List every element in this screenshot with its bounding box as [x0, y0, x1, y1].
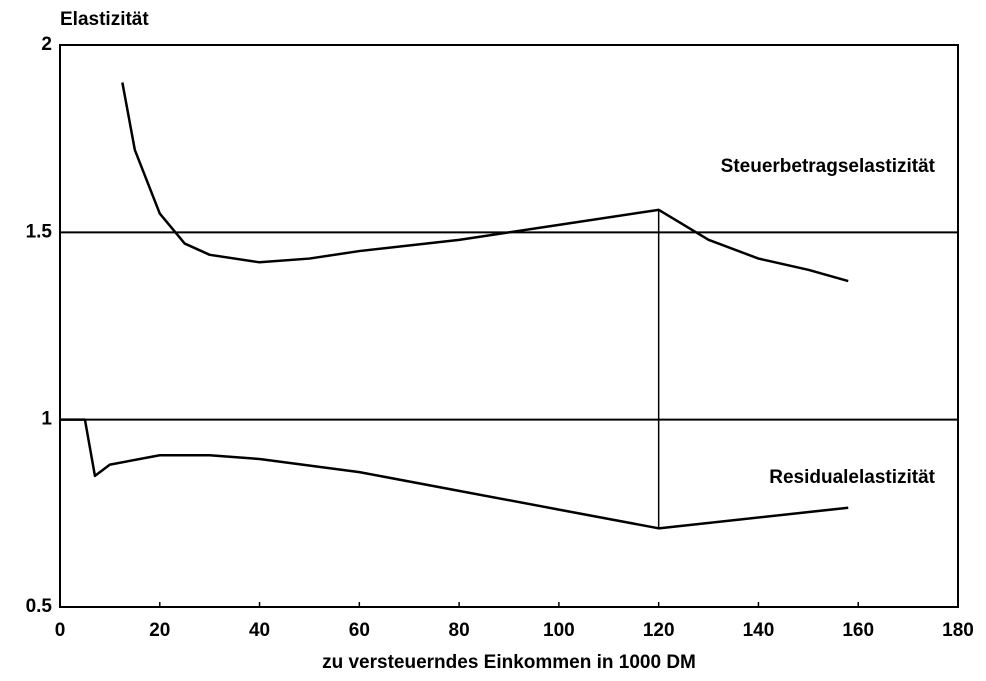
line-series: [60, 418, 849, 530]
x-tick-label: 140: [743, 620, 775, 641]
x-tick-label: 80: [449, 620, 470, 641]
series-label: Steuerbetragselastizität: [721, 156, 936, 177]
y-tick-label: 1: [41, 409, 52, 430]
x-tick-label: 160: [842, 620, 874, 641]
y-axis-label: Elastizität: [60, 9, 149, 30]
x-tick-label: 180: [942, 620, 974, 641]
series-label: Residualelastizität: [769, 467, 935, 488]
y-tick-label: 1.5: [26, 221, 53, 242]
y-tick-label: 2: [41, 34, 52, 55]
x-tick-label: 40: [249, 620, 270, 641]
x-tick-label: 0: [55, 620, 66, 641]
x-tick-label: 60: [349, 620, 370, 641]
x-tick-label: 20: [149, 620, 170, 641]
line-series: [121, 82, 849, 283]
y-tick-label: 0.5: [26, 596, 53, 617]
x-tick-label: 100: [543, 620, 575, 641]
plot-frame: [59, 44, 959, 608]
x-tick-label: 120: [643, 620, 675, 641]
x-axis-label: zu versteuerndes Einkommen in 1000 DM: [322, 652, 696, 673]
